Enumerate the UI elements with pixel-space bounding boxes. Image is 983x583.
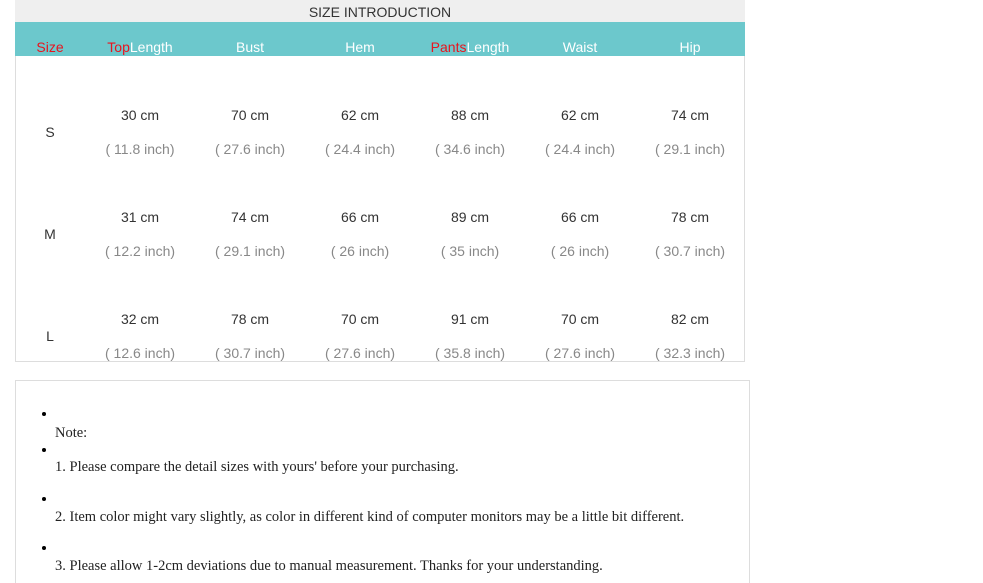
header-highlight: Size	[36, 39, 64, 55]
inch-value: ( 32.3 inch)	[654, 345, 726, 361]
note-line: 3. Please allow 1-2cm deviations due to …	[55, 558, 603, 574]
cm-value: 31 cm	[120, 209, 160, 225]
title-bar	[15, 0, 745, 22]
inch-value: ( 27.6 inch)	[214, 141, 286, 157]
column-header: Bust	[236, 39, 264, 55]
header-text: Bust	[235, 39, 265, 55]
note-line: Note:	[55, 425, 88, 441]
column-header: Waist	[563, 39, 597, 55]
cm-value: 78 cm	[670, 209, 710, 225]
cm-value: 32 cm	[120, 311, 160, 327]
size-label: S	[45, 124, 55, 140]
cm-value: 62 cm	[560, 107, 600, 123]
cm-value: 74 cm	[670, 107, 710, 123]
header-text: Hip	[679, 39, 701, 55]
inch-value: ( 29.1 inch)	[214, 243, 286, 259]
header-highlight: Pants	[430, 39, 467, 55]
cm-value: 91 cm	[450, 311, 490, 327]
column-header: Hip	[679, 39, 700, 55]
inch-value: ( 35 inch)	[440, 243, 500, 259]
size-table	[15, 0, 745, 362]
header-text: Waist	[562, 39, 598, 55]
inch-value: ( 11.8 inch)	[105, 141, 175, 157]
note-line: 1. Please compare the detail sizes with …	[55, 459, 459, 475]
cm-value: 66 cm	[560, 209, 600, 225]
cm-value: 66 cm	[340, 209, 380, 225]
cm-value: 78 cm	[230, 311, 270, 327]
inch-value: ( 35.8 inch)	[434, 345, 506, 361]
cm-value: 70 cm	[230, 107, 270, 123]
inch-value: ( 26 inch)	[550, 243, 610, 259]
inch-value: ( 12.6 inch)	[104, 345, 176, 361]
header-bar	[15, 22, 745, 56]
inch-value: ( 29.1 inch)	[654, 141, 726, 157]
bullet	[42, 546, 46, 550]
column-header: Size	[36, 39, 63, 55]
column-header: PantsLength	[431, 39, 510, 55]
inch-value: ( 30.7 inch)	[654, 243, 726, 259]
inch-value: ( 30.7 inch)	[214, 345, 286, 361]
header-text: Length	[466, 39, 510, 55]
cm-value: 82 cm	[670, 311, 710, 327]
header-text: Hem	[345, 39, 375, 55]
bullet	[42, 448, 46, 452]
bullet	[42, 497, 46, 501]
inch-value: ( 24.4 inch)	[544, 141, 616, 157]
inch-value: ( 34.6 inch)	[434, 141, 506, 157]
cm-value: 70 cm	[560, 311, 600, 327]
cm-value: 62 cm	[340, 107, 380, 123]
cm-value: 88 cm	[450, 107, 490, 123]
cm-value: 30 cm	[120, 107, 160, 123]
inch-value: ( 24.4 inch)	[324, 141, 396, 157]
cm-value: 70 cm	[340, 311, 380, 327]
column-header: Hem	[345, 39, 375, 55]
note-line: 2. Item color might vary slightly, as co…	[55, 509, 685, 525]
notes-box	[15, 380, 750, 583]
inch-value: ( 12.2 inch)	[104, 243, 176, 259]
inch-value: ( 27.6 inch)	[544, 345, 616, 361]
size-label: M	[44, 226, 56, 242]
bullet	[42, 412, 46, 416]
table-title: SIZE INTRODUCTION	[308, 4, 452, 20]
column-header: TopLength	[107, 39, 172, 55]
inch-value: ( 26 inch)	[330, 243, 390, 259]
cm-value: 74 cm	[230, 209, 270, 225]
header-highlight: Top	[107, 39, 130, 55]
cm-value: 89 cm	[450, 209, 490, 225]
inch-value: ( 27.6 inch)	[324, 345, 396, 361]
size-label: L	[46, 328, 54, 344]
header-text: Length	[129, 39, 173, 55]
